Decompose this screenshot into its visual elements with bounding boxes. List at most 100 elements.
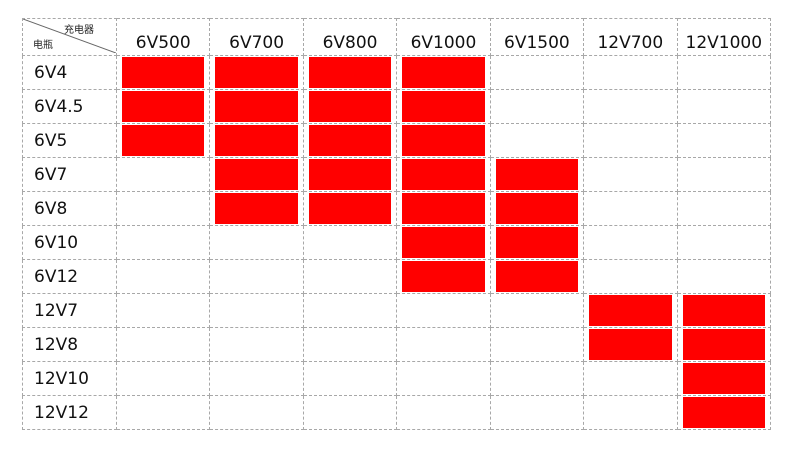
table-cell xyxy=(209,293,304,328)
compatible-marker xyxy=(402,227,485,258)
row-label: 12V8 xyxy=(22,327,117,362)
table-cell xyxy=(396,157,491,192)
table-cell xyxy=(676,259,772,294)
table-cell xyxy=(676,225,772,260)
compatible-marker xyxy=(122,91,205,122)
table-cell xyxy=(302,259,398,294)
table-cell xyxy=(583,55,678,90)
table-cell xyxy=(302,157,398,192)
table-cell xyxy=(583,327,678,362)
diagonal-divider xyxy=(23,19,116,53)
compatible-marker xyxy=(122,125,205,156)
table-cell xyxy=(676,293,772,328)
table-cell xyxy=(676,157,772,192)
column-header: 6V700 xyxy=(209,18,304,56)
compatible-marker xyxy=(308,193,392,224)
table-body: 6V4 6V4.5 6V5 6V7 6V8 6V10 6V12 12V7 12V8 12V10 12… xyxy=(22,55,772,430)
table-cell xyxy=(209,225,304,260)
row-label: 6V7 xyxy=(22,157,117,192)
row-label: 6V4.5 xyxy=(22,89,117,124)
table-cell xyxy=(115,55,211,90)
table-cell xyxy=(489,55,585,90)
table-cell xyxy=(209,259,304,294)
compatible-marker xyxy=(495,261,579,292)
table-cell xyxy=(396,123,491,158)
table-cell xyxy=(209,55,304,90)
table-row: 6V12 xyxy=(22,259,772,294)
table-row: 6V4 xyxy=(22,55,772,90)
compatible-marker xyxy=(495,193,579,224)
table-cell xyxy=(115,361,211,396)
table-cell xyxy=(209,191,304,226)
table-cell xyxy=(209,89,304,124)
table-cell xyxy=(396,89,491,124)
compatible-marker xyxy=(402,261,485,292)
compatible-marker xyxy=(215,125,298,156)
row-label: 6V4 xyxy=(22,55,117,90)
compatible-marker xyxy=(308,91,392,122)
table-cell xyxy=(583,191,678,226)
table-cell xyxy=(676,89,772,124)
table-cell xyxy=(396,55,491,90)
table-cell xyxy=(115,259,211,294)
table-row: 12V10 xyxy=(22,361,772,396)
table-cell xyxy=(396,225,491,260)
compatible-marker xyxy=(215,91,298,122)
table-cell xyxy=(302,225,398,260)
table-cell xyxy=(396,293,491,328)
table-row: 6V8 xyxy=(22,191,772,226)
table-cell xyxy=(209,395,304,430)
table-cell xyxy=(583,395,678,430)
table-cell xyxy=(302,293,398,328)
compatible-marker xyxy=(402,159,485,190)
table-cell xyxy=(396,259,491,294)
table-row: 12V12 xyxy=(22,395,772,430)
table-cell xyxy=(676,191,772,226)
table-cell xyxy=(302,89,398,124)
row-label: 12V12 xyxy=(22,395,117,430)
compatible-marker xyxy=(308,159,392,190)
table-cell xyxy=(115,225,211,260)
row-label: 12V7 xyxy=(22,293,117,328)
column-header: 6V1500 xyxy=(489,18,585,56)
table-cell xyxy=(489,225,585,260)
compatible-marker xyxy=(122,57,205,88)
table-cell xyxy=(583,259,678,294)
column-header: 6V500 xyxy=(115,18,211,56)
table-cell xyxy=(302,395,398,430)
column-header: 6V1000 xyxy=(396,18,491,56)
table-cell xyxy=(489,89,585,124)
table-cell xyxy=(676,361,772,396)
corner-bottom-label: 电瓶 xyxy=(33,40,53,51)
column-header: 12V1000 xyxy=(676,18,772,56)
table-cell xyxy=(396,191,491,226)
compatible-marker xyxy=(402,57,485,88)
table-cell xyxy=(583,123,678,158)
table-cell xyxy=(396,361,491,396)
row-label: 12V10 xyxy=(22,361,117,396)
table-row: 6V10 xyxy=(22,225,772,260)
table-cell xyxy=(209,157,304,192)
compatible-marker xyxy=(495,159,579,190)
table-row: 12V7 xyxy=(22,293,772,328)
column-header: 6V800 xyxy=(302,18,398,56)
table-cell xyxy=(676,327,772,362)
table-cell xyxy=(302,191,398,226)
table-cell xyxy=(489,395,585,430)
table-cell xyxy=(489,293,585,328)
table-cell xyxy=(302,361,398,396)
table-cell xyxy=(396,327,491,362)
table-cell xyxy=(115,395,211,430)
table-cell xyxy=(489,123,585,158)
compatible-marker xyxy=(402,91,485,122)
table-cell xyxy=(302,55,398,90)
compatible-marker xyxy=(215,193,298,224)
table-cell xyxy=(489,361,585,396)
compatible-marker xyxy=(589,329,672,360)
corner-top-label: 充电器 xyxy=(64,25,94,36)
table-cell xyxy=(115,123,211,158)
table-row: 6V5 xyxy=(22,123,772,158)
column-header: 12V700 xyxy=(583,18,678,56)
table-row: 12V8 xyxy=(22,327,772,362)
table-cell xyxy=(115,293,211,328)
